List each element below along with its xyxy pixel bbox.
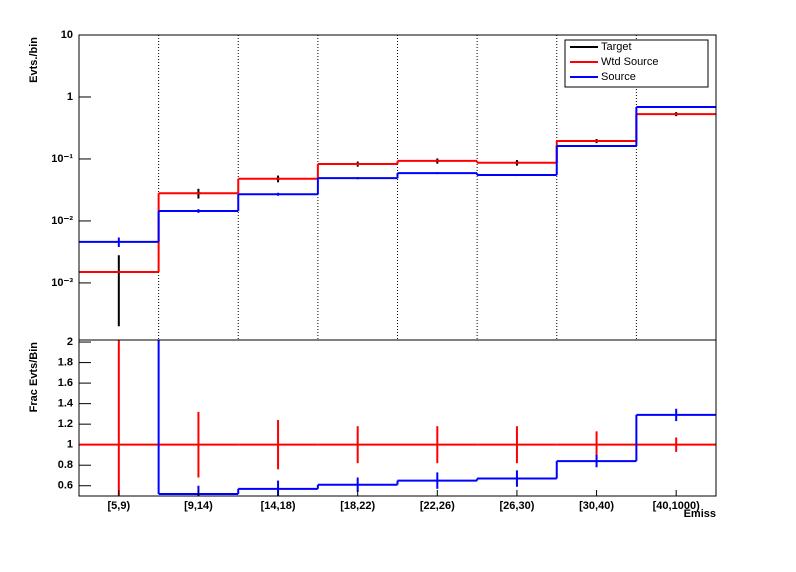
x-tick-label: [9,14) xyxy=(184,500,213,512)
y-tick-label: 10⁻² xyxy=(51,215,73,227)
x-tick-label: [40,1000) xyxy=(653,500,700,512)
x-tick-label: [18,22) xyxy=(340,500,375,512)
y-tick-label: 1.8 xyxy=(58,356,73,368)
x-tick-label: [26,30) xyxy=(500,500,535,512)
x-axis-label: Emiss xyxy=(684,508,716,520)
y-tick-label: 1 xyxy=(67,439,73,451)
y-tick-label: 2 xyxy=(67,336,73,348)
x-tick-label: [5,9) xyxy=(108,500,131,512)
x-tick-label: [30,40) xyxy=(579,500,614,512)
y-tick-label: 10⁻¹ xyxy=(51,153,73,165)
y-tick-label: 0.8 xyxy=(58,459,73,471)
frame xyxy=(78,339,717,497)
legend-label: Target xyxy=(601,41,632,53)
y-tick-label: 10 xyxy=(61,29,73,41)
y-axis-label: Evts./bin xyxy=(28,37,40,83)
y-tick-label: 10⁻³ xyxy=(51,277,73,289)
legend-label: Wtd Source xyxy=(601,56,658,68)
y-tick-label: 1 xyxy=(67,91,73,103)
x-tick-label: [14,18) xyxy=(261,500,296,512)
plot-area xyxy=(79,105,716,327)
legend-label: Source xyxy=(601,71,636,83)
y-tick-label: 1.2 xyxy=(58,418,73,430)
y-tick-label: 1.6 xyxy=(58,377,73,389)
y-axis-label: Frac Evts/Bin xyxy=(28,342,40,413)
y-tick-label: 0.6 xyxy=(58,480,73,492)
y-tick-label: 1.4 xyxy=(58,398,74,410)
x-tick-label: [22,26) xyxy=(420,500,455,512)
